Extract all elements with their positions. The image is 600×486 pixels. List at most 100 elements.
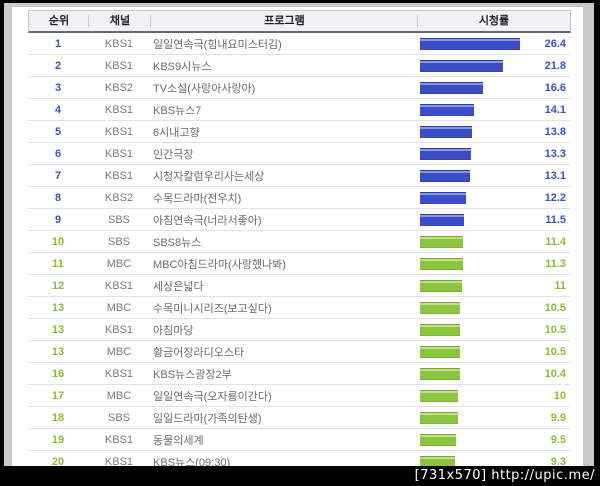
rating-value: 10 <box>553 389 566 402</box>
rating-cell: 11.3 <box>419 257 571 270</box>
channel-cell: SBS <box>107 213 130 226</box>
program-cell: 동물의세계 <box>153 434 204 447</box>
table-row: 1 KBS1 일일연속극(힘내요미스터김) 26.4 <box>28 33 571 55</box>
program-cell: 수목미니시리즈(보고싶다) <box>153 302 272 315</box>
rating-bar <box>420 235 464 248</box>
rating-cell: 11.5 <box>419 213 571 226</box>
rating-cell: 10.4 <box>419 367 571 380</box>
program-cell: 시청자칼럼우리사는세상 <box>153 170 265 183</box>
watermark: [731x570] http://upic.me/ <box>414 468 595 483</box>
channel-cell: KBS1 <box>104 433 134 446</box>
rank-cell: 10 <box>51 235 65 248</box>
rank-cell: 6 <box>54 147 62 160</box>
table-row: 2 KBS1 KBS9시뉴스 21.8 <box>28 55 571 77</box>
channel-cell: KBS1 <box>104 103 134 116</box>
program-cell: KBS뉴스광장2부 <box>153 368 232 381</box>
program-cell: 아침연속극(너라서좋아) <box>153 214 262 227</box>
channel-cell: KBS1 <box>104 147 134 160</box>
rating-value: 9.9 <box>550 411 566 424</box>
table-row: 6 KBS1 인간극장 13.3 <box>28 143 571 165</box>
rank-cell: 2 <box>54 59 62 72</box>
channel-cell: MBC <box>106 301 132 314</box>
rank-cell: 18 <box>51 411 65 424</box>
rating-cell: 26.4 <box>419 37 571 50</box>
rank-cell: 9 <box>54 213 62 226</box>
rank-cell: 17 <box>51 389 65 402</box>
channel-cell: KBS1 <box>104 59 134 72</box>
table-row: 13 MBC 수목미니시리즈(보고싶다) 10.5 <box>28 297 571 319</box>
rating-bar <box>420 411 458 424</box>
channel-cell: MBC <box>106 389 132 402</box>
table-row: 20 KBS1 KBS뉴스(09:30) 9.3 <box>28 451 571 466</box>
rating-bar <box>420 213 464 226</box>
table-body: 1 KBS1 일일연속극(힘내요미스터김) 26.4 2 KBS1 KBS9시뉴스 21.8 3… <box>28 33 571 466</box>
channel-cell: MBC <box>106 345 132 358</box>
column-header-rank: 순위 <box>29 11 89 31</box>
channel-cell: KBS2 <box>104 191 134 204</box>
program-cell: 일일연속극(오자룡이간다) <box>153 390 272 403</box>
table-row: 17 MBC 일일연속극(오자룡이간다) 10 <box>28 385 571 407</box>
program-cell: 아침마당 <box>153 324 194 337</box>
rating-cell: 9.3 <box>419 455 571 466</box>
channel-cell: KBS2 <box>104 81 134 94</box>
program-cell: 수목드라마(전우치) <box>153 192 242 205</box>
rating-value: 14.1 <box>544 103 566 116</box>
rating-cell: 13.3 <box>419 147 571 160</box>
rating-bar <box>420 59 503 72</box>
rating-cell: 12.2 <box>419 191 571 204</box>
rank-cell: 1 <box>54 37 62 50</box>
rating-value: 13.8 <box>544 125 566 138</box>
rating-value: 10.5 <box>544 301 566 314</box>
rating-bar <box>420 147 471 160</box>
rating-bar <box>420 279 462 292</box>
channel-cell: KBS1 <box>104 37 134 50</box>
rating-value: 13.1 <box>544 169 566 182</box>
rating-value: 16.6 <box>544 81 566 94</box>
rank-cell: 20 <box>51 455 65 467</box>
rating-value: 13.3 <box>544 147 566 160</box>
table-row: 12 KBS1 세상은넓다 11 <box>28 275 571 297</box>
rating-value: 11.4 <box>545 235 566 248</box>
rank-cell: 19 <box>51 433 65 446</box>
program-cell: KBS뉴스7 <box>153 104 202 117</box>
table-row: 4 KBS1 KBS뉴스7 14.1 <box>28 99 571 121</box>
column-header-channel: 채널 <box>89 11 151 31</box>
rating-value: 11.5 <box>545 213 566 226</box>
rating-bar <box>420 125 473 138</box>
rating-bar <box>420 301 460 314</box>
rating-value: 9.5 <box>550 433 566 446</box>
rank-cell: 13 <box>51 301 65 314</box>
table-row: 9 SBS 아침연속극(너라서좋아) 11.5 <box>28 209 571 231</box>
channel-cell: SBS <box>107 411 130 424</box>
channel-cell: KBS1 <box>104 125 134 138</box>
rating-bar <box>420 81 484 94</box>
rating-cell: 10.5 <box>419 345 571 358</box>
program-cell: 인간극장 <box>153 148 194 161</box>
rating-cell: 10 <box>419 389 571 402</box>
rating-cell: 16.6 <box>419 81 571 94</box>
rating-bar <box>420 433 457 446</box>
program-cell: SBS8뉴스 <box>153 236 202 249</box>
rating-value: 10.4 <box>544 367 566 380</box>
channel-cell: SBS <box>107 235 130 248</box>
rating-value: 10.5 <box>544 323 566 336</box>
program-cell: 6시내고향 <box>153 126 200 139</box>
table-row: 5 KBS1 6시내고향 13.8 <box>28 121 571 143</box>
table-row: 10 SBS SBS8뉴스 11.4 <box>28 231 571 253</box>
rating-bar <box>420 367 460 380</box>
rating-value: 21.8 <box>544 59 566 72</box>
rating-value: 11 <box>554 279 566 292</box>
rating-bar <box>420 257 463 270</box>
rank-cell: 13 <box>51 323 65 336</box>
rating-cell: 9.9 <box>419 411 571 424</box>
rating-bar <box>420 323 460 336</box>
rank-cell: 13 <box>51 345 65 358</box>
rank-cell: 7 <box>54 169 62 182</box>
rating-value: 26.4 <box>544 37 566 50</box>
rating-bar <box>420 345 460 358</box>
rank-cell: 16 <box>51 367 65 380</box>
program-cell: 황금어장라디오스타 <box>153 346 245 359</box>
table-row: 7 KBS1 시청자칼럼우리사는세상 13.1 <box>28 165 571 187</box>
table-row: 3 KBS2 TV소설(사랑아사랑아) 16.6 <box>28 77 571 99</box>
program-cell: 세상은넓다 <box>153 280 204 293</box>
